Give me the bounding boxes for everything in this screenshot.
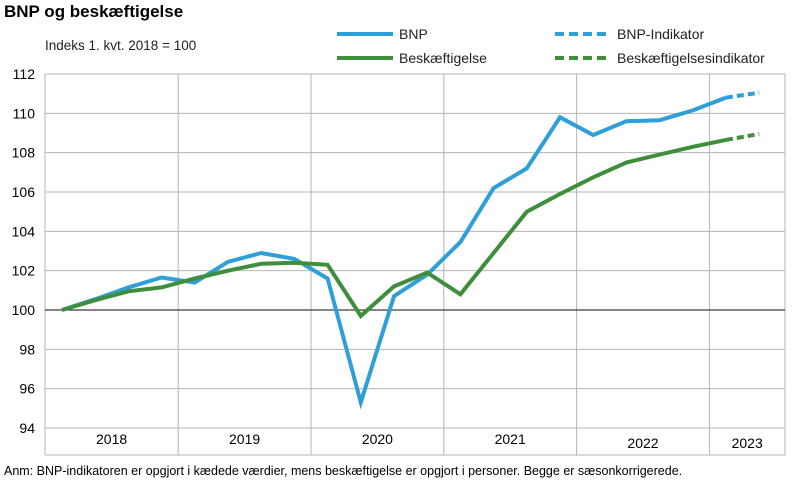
- y-tick-label: 104: [12, 223, 36, 239]
- series-line-bnp: [61, 95, 727, 410]
- y-tick-label: 110: [13, 105, 36, 121]
- x-axis-ticks: 2018 2019 2020 2021 2022 2023: [96, 431, 763, 451]
- legend-label: Beskæftigelsesindikator: [617, 50, 765, 66]
- x-tick-label: 2022: [627, 435, 658, 451]
- y-tick-label: 94: [19, 420, 35, 436]
- chart-title: BNP og beskæftigelse: [4, 2, 184, 21]
- x-tick-label: 2020: [362, 431, 393, 447]
- legend-label: BNP: [399, 26, 428, 42]
- series-line-bnp-indikator: [725, 90, 760, 100]
- footnote: Anm: BNP-indikatoren er opgjort i kædede…: [4, 464, 683, 478]
- y-axis-ticks: 94 96 98 100 102 104 106 108 110 112: [12, 66, 36, 436]
- y-tick-label: 108: [12, 145, 36, 161]
- x-tick-label: 2023: [732, 435, 763, 451]
- series-line-beskæftigelsesindikator: [725, 132, 760, 142]
- x-tick-label: 2021: [495, 431, 526, 447]
- series-lines: [61, 90, 760, 410]
- legend: BNP Beskæftigelse BNP-Indikator Beskæftigel…: [337, 26, 765, 66]
- x-tick-label: 2018: [96, 431, 127, 447]
- y-tick-label: 96: [19, 381, 35, 397]
- y-tick-label: 112: [13, 66, 36, 82]
- legend-label: Beskæftigelse: [399, 50, 487, 66]
- y-tick-label: 98: [19, 341, 35, 357]
- x-tick-label: 2019: [229, 431, 260, 447]
- legend-label: BNP-Indikator: [617, 26, 704, 42]
- y-axis-label: Indeks 1. kvt. 2018 = 100: [45, 38, 197, 53]
- gridlines: [44, 73, 786, 456]
- series-line-beskæftigelse: [61, 137, 727, 319]
- y-tick-label: 100: [12, 302, 36, 318]
- y-tick-label: 106: [12, 184, 36, 200]
- y-tick-label: 102: [12, 263, 36, 279]
